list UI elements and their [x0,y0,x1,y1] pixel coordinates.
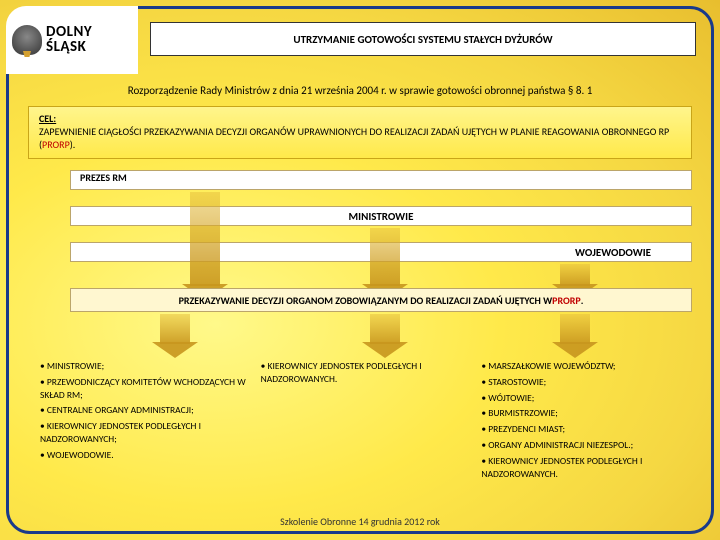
column-3: • MARSZAŁKOWIE WOJEWÓDZTW; • STAROSTOWIE… [481,360,692,506]
decision-prorp: PRORP [552,294,581,307]
eagle-icon [12,25,42,55]
logo-line2: ŚLĄSK [46,40,92,55]
footer: Szkolenie Obronne 14 grudnia 2012 rok [0,515,720,528]
list-item: • PREZYDENCI MIAST; [481,423,692,436]
level-1-label: PREZES RM [80,171,127,184]
cel-label: CEL: [39,112,56,125]
arrow-icon [370,314,400,344]
arrow-icon [560,264,590,286]
list-item: • KIEROWNICY JEDNOSTEK PODLEGŁYCH I NADZ… [481,455,692,481]
columns: • MINISTROWIE; • PRZEWODNICZĄCY KOMITETÓ… [40,360,692,506]
arrow-icon [370,228,400,286]
decision-bar: PRZEKAZYWANIE DECYZJI ORGANOM ZOBOWIĄZAN… [70,288,692,312]
cel-body-post: ). [70,138,76,151]
arrow-icon [560,314,590,344]
cel-box: CEL: ZAPEWNIENIE CIĄGŁOŚCI PRZEKAZYWANIA… [28,106,692,159]
arrow-icon [190,192,220,286]
list-item: • STAROSTOWIE; [481,376,692,389]
level-box-2: MINISTROWIE [70,206,692,226]
column-2: • KIEROWNICY JEDNOSTEK PODLEGŁYCH I NADZ… [261,360,472,506]
list-item: • MINISTROWIE; [40,360,251,373]
list-item: • WOJEWODOWIE. [40,449,251,462]
decision-post: . [581,294,584,307]
level-3-label: WOJEWODOWIE [575,246,651,259]
level-2-label: MINISTROWIE [349,210,414,223]
list-item: • WÓJTOWIE; [481,392,692,405]
cel-prorp: PRORP [42,138,70,151]
list-item: • ORGANY ADMINISTRACJI NIEZESPOL.; [481,439,692,452]
logo: DOLNY ŚLĄSK [6,6,138,74]
title-bar: UTRZYMANIE GOTOWOŚCI SYSTEMU STAŁYCH DYŻ… [150,22,696,56]
list-item: • MARSZAŁKOWIE WOJEWÓDZTW; [481,360,692,373]
level-box-1 [70,170,692,190]
list-item: • KIEROWNICY JEDNOSTEK PODLEGŁYCH I NADZ… [261,360,472,386]
decision-pre: PRZEKAZYWANIE DECYZJI ORGANOM ZOBOWIĄZAN… [179,294,553,307]
column-1: • MINISTROWIE; • PRZEWODNICZĄCY KOMITETÓ… [40,360,251,506]
list-item: • CENTRALNE ORGANY ADMINISTRACJI; [40,404,251,417]
list-item: • BURMISTRZOWIE; [481,407,692,420]
logo-text: DOLNY ŚLĄSK [46,25,92,55]
list-item: • KIEROWNICY JEDNOSTEK PODLEGŁYCH I NADZ… [40,420,251,446]
arrow-icon [160,314,190,344]
subtitle: Rozporządzenie Rady Ministrów z dnia 21 … [0,84,720,97]
list-item: • PRZEWODNICZĄCY KOMITETÓW WCHODZĄCYCH W… [40,376,251,402]
title-text: UTRZYMANIE GOTOWOŚCI SYSTEMU STAŁYCH DYŻ… [293,33,552,46]
cel-body-pre: ZAPEWNIENIE CIĄGŁOŚCI PRZEKAZYWANIA DECY… [39,125,669,151]
